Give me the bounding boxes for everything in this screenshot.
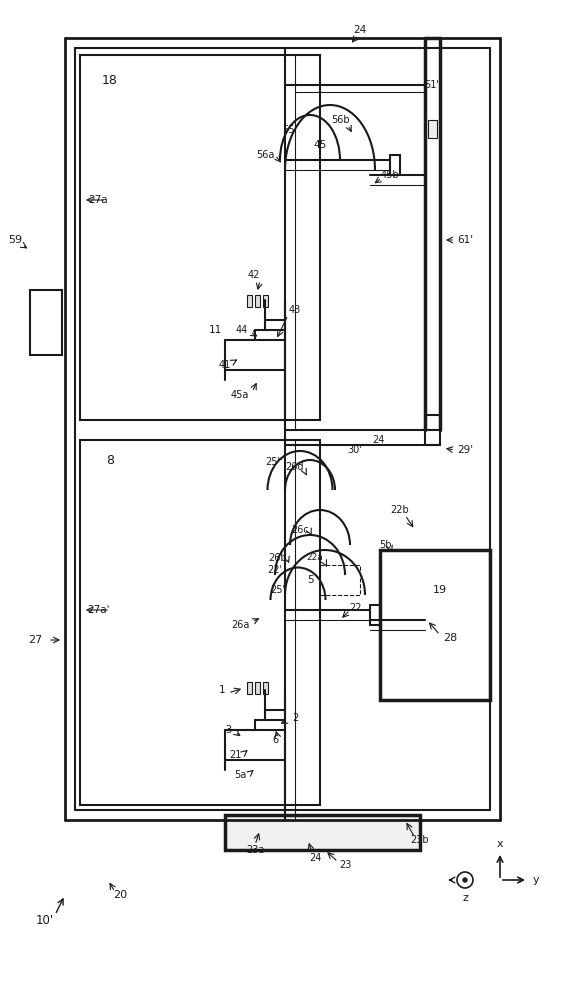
Text: y: y <box>533 875 539 885</box>
Bar <box>247 682 252 694</box>
Text: 23a: 23a <box>246 845 264 855</box>
Bar <box>30 290 62 355</box>
Bar <box>263 295 268 307</box>
Text: 22b: 22b <box>391 505 409 515</box>
Text: 23b: 23b <box>411 835 429 845</box>
Text: 22a: 22a <box>306 554 323 562</box>
Text: 5a: 5a <box>234 770 246 780</box>
Circle shape <box>463 878 467 882</box>
Text: 56a: 56a <box>256 150 274 160</box>
Text: 59: 59 <box>8 235 22 245</box>
Text: 23: 23 <box>339 860 351 870</box>
Bar <box>247 295 252 307</box>
Bar <box>80 440 320 805</box>
Text: z: z <box>462 893 468 903</box>
Text: 8: 8 <box>106 454 114 466</box>
Bar <box>263 682 268 694</box>
Text: 5b: 5b <box>379 540 391 550</box>
Text: 3: 3 <box>225 725 231 735</box>
Bar <box>380 550 490 700</box>
Text: 26c: 26c <box>291 525 309 535</box>
Text: 2: 2 <box>292 713 298 723</box>
Text: 56b: 56b <box>331 115 349 125</box>
Text: 28: 28 <box>443 633 457 643</box>
Bar <box>428 120 437 138</box>
Text: 1: 1 <box>218 685 225 695</box>
Bar <box>255 682 260 694</box>
Text: 51': 51' <box>425 80 439 90</box>
Text: 26a: 26a <box>231 620 249 630</box>
Text: 44: 44 <box>236 325 248 335</box>
Text: 10': 10' <box>36 914 54 926</box>
Text: 22': 22' <box>268 565 283 575</box>
Text: 27a': 27a' <box>87 605 109 615</box>
Text: 30': 30' <box>347 445 362 455</box>
Bar <box>320 565 360 595</box>
Text: 42: 42 <box>248 270 260 280</box>
Text: 21: 21 <box>229 750 241 760</box>
Text: 27a: 27a <box>88 195 108 205</box>
Text: 25'': 25'' <box>265 457 283 467</box>
Bar <box>255 295 260 307</box>
Bar <box>80 55 320 420</box>
Text: 61': 61' <box>457 235 473 245</box>
Text: 26b: 26b <box>269 553 287 563</box>
Text: 27: 27 <box>28 635 42 645</box>
Text: 5: 5 <box>307 575 313 585</box>
Text: 11: 11 <box>209 325 221 335</box>
Text: 41: 41 <box>219 360 231 370</box>
Text: 25': 25' <box>271 585 286 595</box>
Text: 24: 24 <box>309 853 321 863</box>
Text: 45: 45 <box>313 140 327 150</box>
Bar <box>225 815 420 850</box>
Text: 18: 18 <box>102 74 118 87</box>
Text: 55: 55 <box>281 125 294 135</box>
Text: 43: 43 <box>289 305 301 315</box>
Text: 26d: 26d <box>286 462 304 472</box>
Text: 6: 6 <box>272 735 278 745</box>
Text: 24: 24 <box>353 25 366 35</box>
Text: 22: 22 <box>349 603 361 613</box>
Text: 24: 24 <box>372 435 384 445</box>
Text: 45b: 45b <box>381 170 399 180</box>
Text: 45a: 45a <box>231 390 249 400</box>
Text: 20: 20 <box>113 890 127 900</box>
Text: 29': 29' <box>457 445 473 455</box>
Text: 19: 19 <box>433 585 447 595</box>
Text: x: x <box>497 839 503 849</box>
